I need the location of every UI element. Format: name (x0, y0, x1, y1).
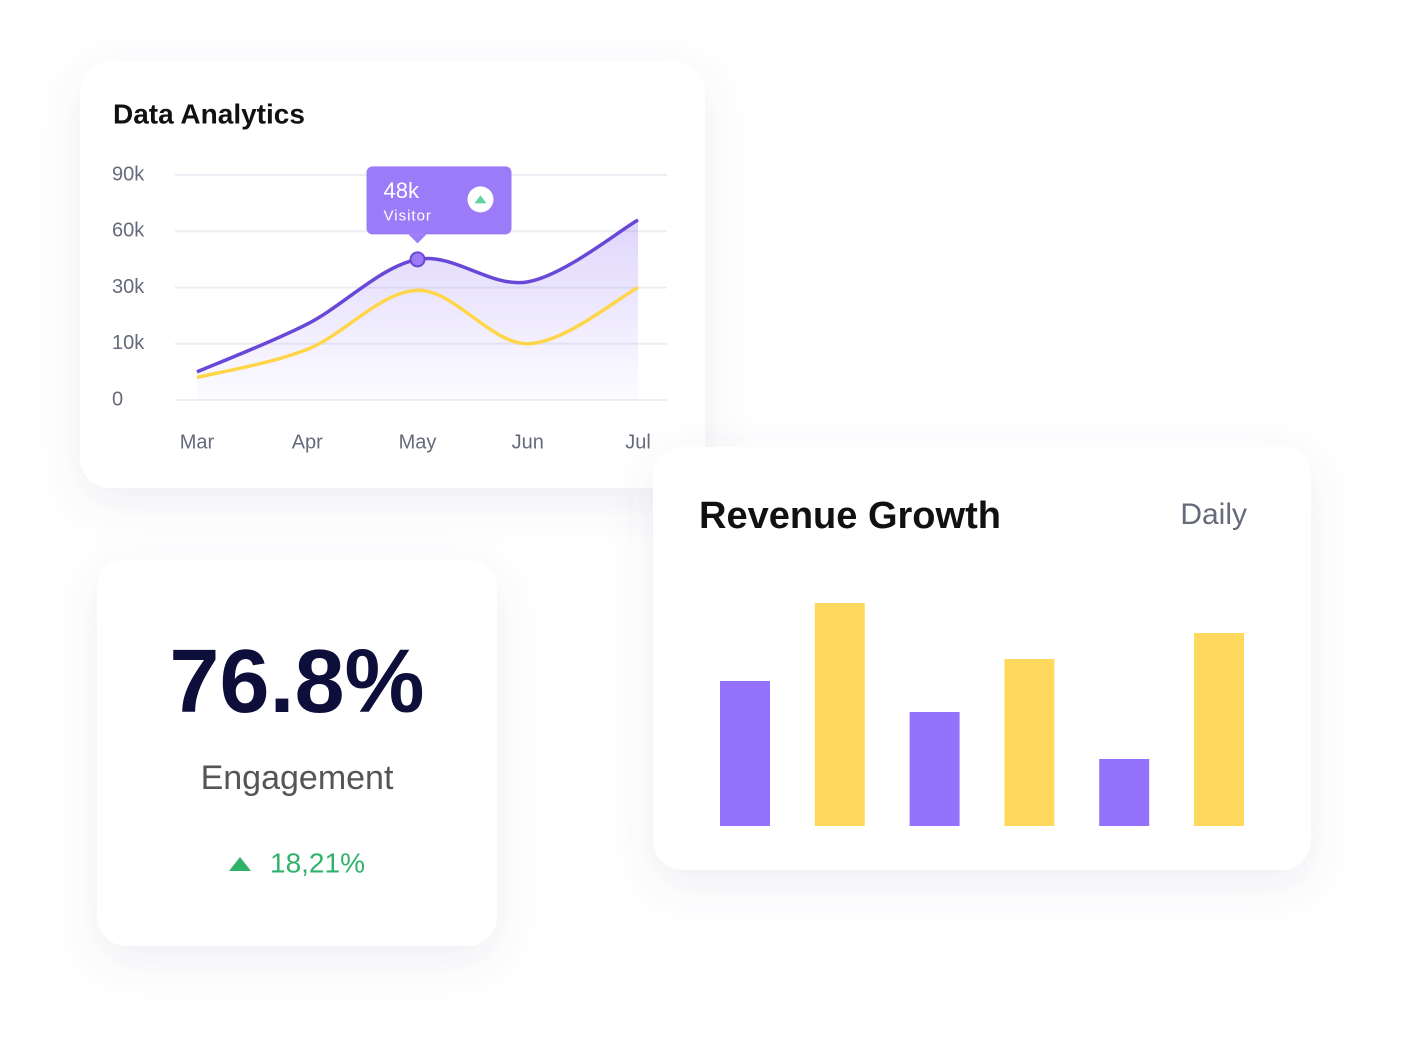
engagement-card (97, 560, 497, 946)
chart-title: Revenue Growth (699, 495, 1001, 537)
x-tick-label: May (399, 431, 437, 453)
x-tick-label: Jun (512, 431, 544, 453)
tooltip-icon-arrow (474, 195, 487, 204)
x-tick-label: Jul (625, 431, 651, 453)
y-tick-label: 90k (112, 163, 145, 185)
bar (1004, 659, 1055, 826)
tooltip (366, 166, 512, 235)
point-marker (409, 251, 426, 268)
tooltip-caption: Visitor (384, 207, 432, 224)
bar (720, 681, 770, 826)
y-tick-label: 0 (112, 388, 123, 410)
kpi-label: Engagement (201, 759, 394, 797)
tooltip-pointer (408, 234, 427, 244)
y-tick-label: 10k (112, 332, 145, 354)
bar (1099, 759, 1150, 826)
x-tick-label: Mar (180, 431, 215, 453)
bar (1194, 633, 1244, 826)
kpi-value: 76.8% (169, 632, 424, 732)
tooltip-value: 48k (384, 178, 420, 203)
period-selector[interactable]: Daily (1180, 498, 1247, 531)
bar (814, 603, 865, 826)
y-tick-label: 30k (112, 276, 145, 298)
kpi-change: 18,21% (270, 847, 365, 878)
y-tick-label: 60k (112, 220, 145, 242)
chart-title: Data Analytics (113, 98, 305, 129)
area (197, 220, 638, 400)
up-icon (229, 857, 251, 871)
x-tick-label: Apr (292, 431, 323, 453)
bar (909, 712, 960, 826)
line (196, 285, 639, 380)
